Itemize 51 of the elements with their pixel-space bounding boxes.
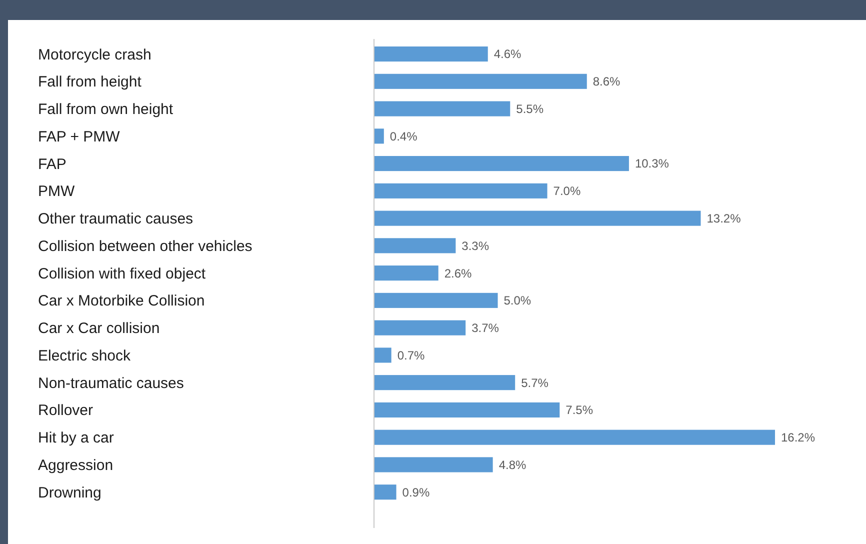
bar	[374, 101, 510, 116]
bar	[374, 484, 396, 500]
data-label: 10.3%	[634, 156, 670, 171]
y-tick-label: Aggression	[38, 456, 114, 474]
data-label: 7.0%	[553, 184, 581, 198]
bar	[374, 320, 466, 336]
bar	[374, 457, 493, 472]
y-tick-label: PMW	[38, 183, 76, 200]
y-tick-label: Electric shock	[38, 347, 132, 364]
bar	[374, 348, 392, 363]
data-label: 3.3%	[462, 238, 490, 253]
bar	[374, 292, 498, 308]
y-tick-label: Car x Motorbike Collision	[38, 292, 205, 310]
y-tick-label: Collision between other vehicles	[38, 238, 252, 255]
bar	[374, 74, 587, 89]
y-tick-label: Drowning	[38, 484, 102, 502]
bar	[374, 128, 384, 144]
y-tick-label: Fall from own height	[38, 101, 174, 118]
data-label: 5.7%	[521, 376, 549, 390]
y-tick-label: Fall from height	[38, 74, 142, 91]
data-label: 3.7%	[472, 321, 500, 336]
data-label: 0.7%	[397, 348, 426, 362]
data-label: 8.6%	[592, 74, 621, 89]
y-tick-label: Other traumatic causes	[38, 210, 194, 228]
data-label: 4.6%	[494, 47, 522, 62]
y-tick-label: Hit by a car	[38, 430, 114, 447]
data-label: 4.8%	[498, 458, 526, 472]
bar	[374, 183, 548, 198]
data-label: 13.2%	[706, 211, 742, 226]
data-label: 0.4%	[390, 129, 418, 144]
data-label: 0.9%	[402, 485, 430, 500]
y-tick-label: Non-traumatic causes	[38, 374, 184, 392]
data-label: 7.5%	[566, 403, 594, 418]
data-label: 5.5%	[516, 102, 544, 116]
bar	[374, 210, 701, 226]
data-label: 16.2%	[781, 430, 816, 445]
y-tick-label: Motorcycle crash	[38, 46, 152, 64]
y-tick-label: Collision with fixed object	[38, 265, 206, 282]
bar	[374, 375, 516, 390]
data-label: 2.6%	[444, 266, 472, 280]
bar	[374, 46, 488, 62]
y-tick-label: Rollover	[38, 402, 94, 420]
y-tick-label: FAP + PMW	[38, 128, 121, 146]
y-tick-label: FAP	[38, 156, 66, 173]
bar	[374, 430, 775, 445]
data-label: 5.0%	[504, 294, 532, 308]
y-tick-label: Car x Car collision	[38, 320, 160, 338]
bar	[374, 156, 629, 172]
bar	[374, 238, 456, 254]
bar	[374, 402, 560, 418]
bar	[374, 266, 438, 281]
